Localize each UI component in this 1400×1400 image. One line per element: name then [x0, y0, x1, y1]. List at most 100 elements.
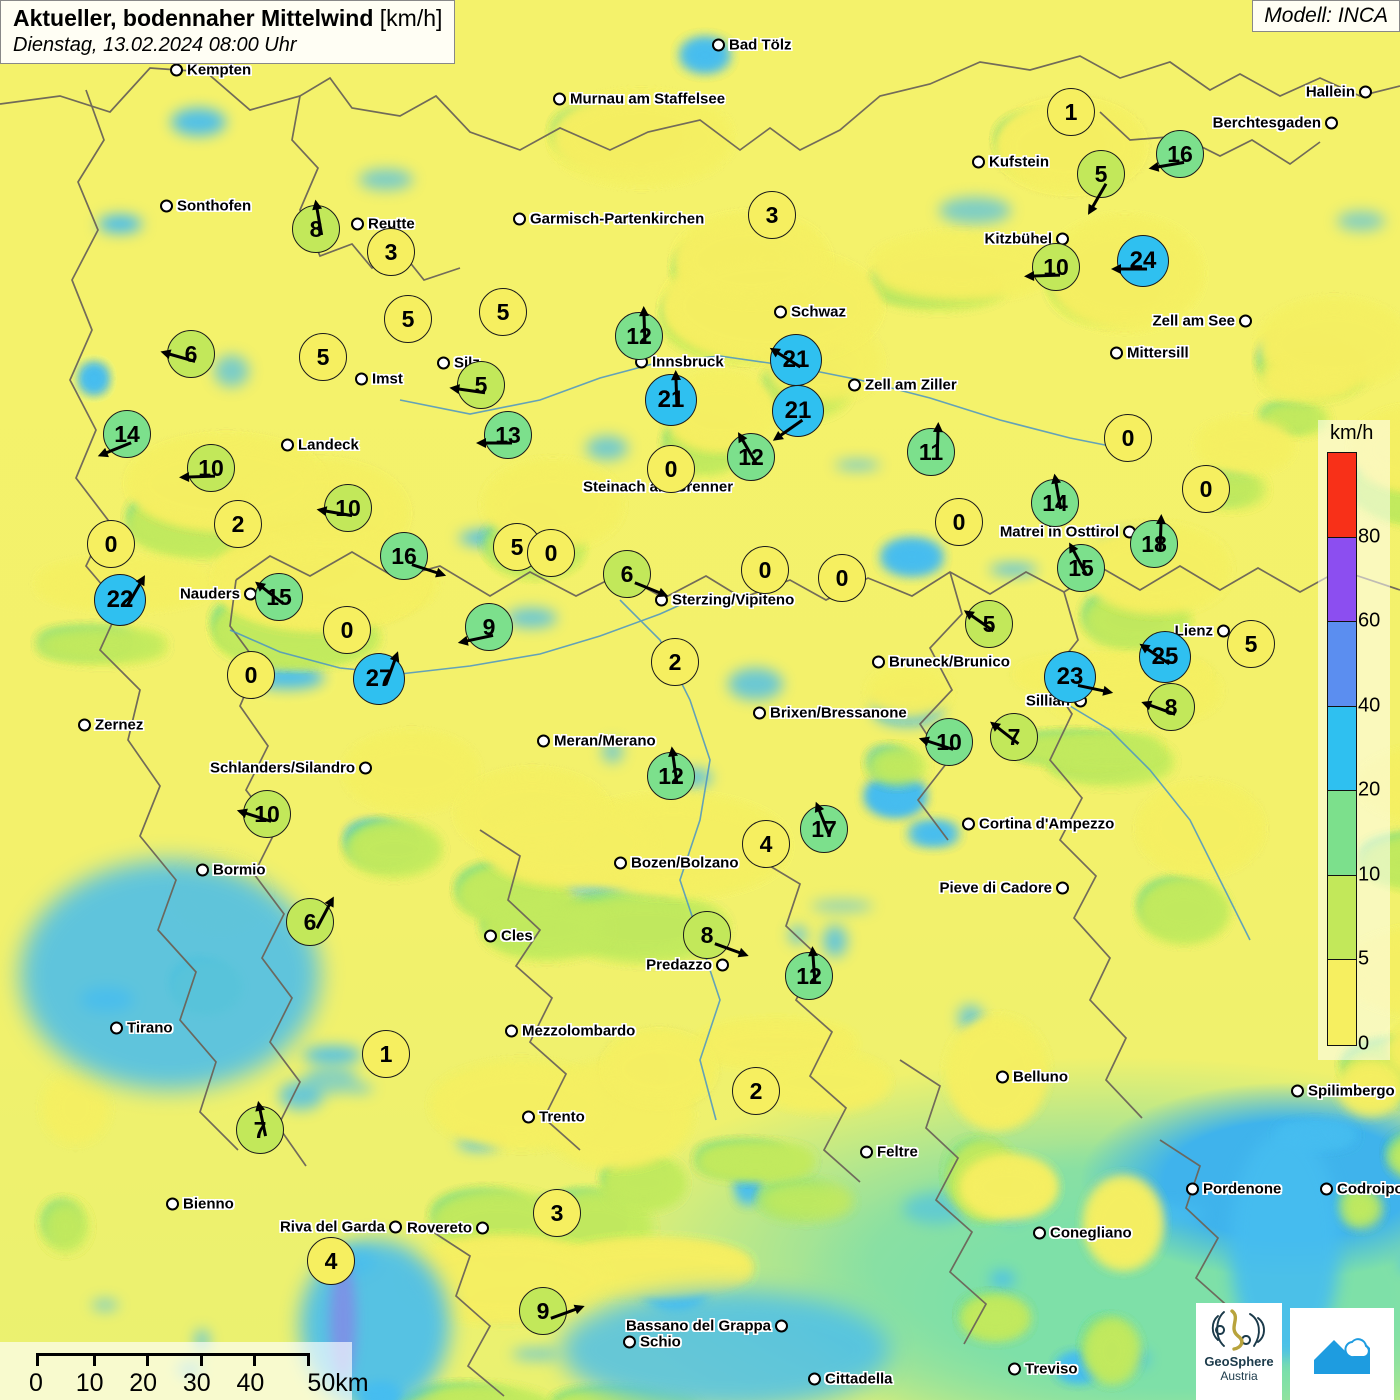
wind-station-marker[interactable]: 16: [1148, 130, 1204, 178]
wind-value-text: 10: [1043, 253, 1069, 280]
wind-station-marker[interactable]: 0: [1182, 465, 1230, 513]
wind-station-marker[interactable]: 0: [527, 529, 575, 577]
legend-unit-label: km/h: [1330, 422, 1374, 444]
wind-station-marker[interactable]: 1: [1047, 88, 1095, 136]
wind-station-marker[interactable]: 10: [179, 444, 235, 492]
wind-value-circle: 6: [286, 898, 334, 946]
wind-station-marker[interactable]: 18: [1130, 514, 1178, 568]
wind-station-marker[interactable]: 6: [286, 896, 334, 946]
wind-station-marker[interactable]: 3: [748, 191, 796, 239]
wind-station-marker[interactable]: 13: [476, 411, 532, 459]
wind-station-marker[interactable]: 22: [94, 574, 146, 626]
city-label-text: Bozen/Bolzano: [631, 854, 739, 872]
city-label: Coneglianο: [1033, 1225, 1132, 1242]
city-marker-dot: [1291, 1084, 1304, 1098]
city-label: Pordenone: [1186, 1181, 1281, 1198]
wind-station-marker[interactable]: 14: [97, 410, 151, 458]
wind-station-marker[interactable]: 7: [990, 713, 1038, 761]
wind-direction-arrow-icon: [808, 797, 840, 846]
city-label-text: Berchtesgaden: [1212, 114, 1321, 132]
wind-direction-arrow-icon: [636, 304, 654, 351]
city-marker-dot: [712, 38, 725, 52]
wind-station-marker[interactable]: 2: [214, 500, 262, 548]
wind-station-marker[interactable]: 5: [384, 295, 432, 343]
wind-station-marker[interactable]: 12: [615, 306, 663, 360]
wind-direction-arrow-icon: [402, 555, 451, 584]
wind-station-marker[interactable]: 8: [683, 911, 749, 959]
city-label: Brixen/Bressanone: [753, 705, 907, 722]
wind-station-marker[interactable]: 3: [533, 1189, 581, 1237]
geosphere-logo-line2: Austria: [1220, 1369, 1258, 1383]
wind-value-circle: 1: [362, 1030, 410, 1078]
wind-station-marker[interactable]: 21: [769, 334, 822, 386]
wind-station-marker[interactable]: 23: [1044, 651, 1114, 703]
wind-station-marker[interactable]: 0: [323, 606, 371, 654]
city-label: Schwaz: [774, 304, 846, 321]
wind-station-marker[interactable]: 2: [651, 638, 699, 686]
wind-station-marker[interactable]: 17: [800, 801, 848, 853]
city-marker-dot: [359, 761, 372, 775]
wind-station-marker[interactable]: 8: [1141, 683, 1195, 731]
city-label-text: Innsbruck: [652, 353, 724, 371]
wind-station-marker[interactable]: 16: [380, 532, 447, 580]
wind-direction-arrow-icon: [306, 891, 342, 939]
city-marker-dot: [196, 863, 209, 877]
wind-station-marker[interactable]: 5: [963, 600, 1013, 648]
wind-station-marker[interactable]: 24: [1111, 235, 1169, 287]
wind-station-marker[interactable]: 0: [1104, 414, 1152, 462]
wind-station-marker[interactable]: 9: [457, 603, 513, 651]
wind-station-marker[interactable]: 12: [727, 432, 775, 481]
wind-value-circle: 5: [479, 288, 527, 336]
wind-station-marker[interactable]: 11: [907, 422, 955, 476]
wind-station-marker[interactable]: 4: [742, 820, 790, 868]
wind-station-marker[interactable]: 8: [292, 199, 340, 253]
wind-station-marker[interactable]: 5: [299, 333, 347, 381]
wind-station-marker[interactable]: 10: [918, 718, 973, 766]
wind-station-marker[interactable]: 25: [1139, 631, 1191, 683]
city-label: Mittersill: [1110, 345, 1189, 362]
wind-direction-arrow-icon: [958, 603, 1005, 642]
wind-station-marker[interactable]: 15: [1057, 542, 1105, 592]
city-label: Sonthofen: [160, 198, 251, 215]
wind-station-marker[interactable]: 6: [160, 330, 215, 378]
wind-station-marker[interactable]: 9: [519, 1287, 585, 1335]
wind-station-marker[interactable]: 21: [645, 370, 697, 426]
wind-station-marker[interactable]: 12: [647, 746, 695, 800]
wind-station-marker[interactable]: 1: [362, 1030, 410, 1078]
wind-station-marker[interactable]: 5: [449, 361, 505, 409]
wind-station-marker[interactable]: 6: [603, 550, 669, 598]
wind-station-marker[interactable]: 15: [255, 573, 303, 621]
wind-station-marker[interactable]: 21: [772, 385, 824, 441]
wind-direction-arrow-icon: [1068, 676, 1116, 701]
wind-station-marker[interactable]: 27: [353, 651, 405, 705]
wind-station-marker[interactable]: 4: [307, 1237, 355, 1285]
city-label: Zell am Ziller: [848, 377, 957, 394]
city-label: Garmisch-Partenkirchen: [513, 211, 704, 228]
wind-station-marker[interactable]: 0: [227, 651, 275, 699]
wind-value-circle: 1: [1047, 88, 1095, 136]
wind-value-text: 5: [496, 298, 510, 325]
wind-station-marker[interactable]: 10: [236, 790, 291, 838]
wind-station-marker[interactable]: 5: [1077, 150, 1125, 215]
wind-direction-arrow-icon: [705, 933, 754, 964]
wind-direction-arrow-icon: [541, 1298, 590, 1329]
wind-station-marker[interactable]: 0: [87, 520, 135, 568]
wind-station-marker[interactable]: 7: [236, 1100, 284, 1154]
wind-value-circle: 0: [227, 651, 275, 699]
wind-station-marker[interactable]: 0: [647, 445, 695, 493]
wind-station-marker[interactable]: 10: [1024, 243, 1080, 291]
wind-station-marker[interactable]: 0: [741, 546, 789, 594]
wind-direction-arrow-icon: [1022, 267, 1069, 285]
wind-direction-arrow-icon: [454, 626, 502, 651]
wind-station-marker[interactable]: 10: [316, 484, 372, 532]
wind-station-marker[interactable]: 2: [732, 1067, 780, 1115]
wind-station-marker[interactable]: 0: [935, 498, 983, 546]
wind-station-marker[interactable]: 5: [1227, 620, 1275, 668]
wind-station-marker[interactable]: 0: [818, 554, 866, 602]
city-marker-dot: [351, 217, 364, 231]
wind-value-circle: 8: [683, 911, 731, 959]
wind-station-marker[interactable]: 5: [479, 288, 527, 336]
wind-station-marker[interactable]: 3: [367, 228, 415, 276]
wind-station-marker[interactable]: 12: [785, 946, 833, 1000]
wind-station-marker[interactable]: 14: [1031, 473, 1079, 527]
